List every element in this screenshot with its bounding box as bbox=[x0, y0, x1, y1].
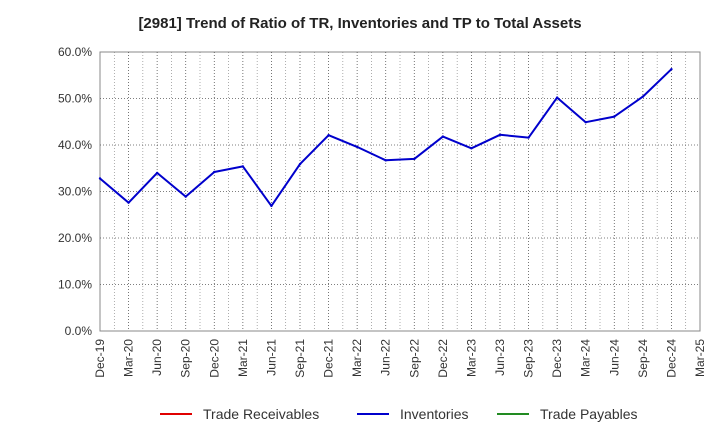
data-point bbox=[241, 165, 245, 168]
data-point bbox=[98, 177, 102, 180]
data-point bbox=[355, 145, 359, 149]
y-tick-label: 30.0% bbox=[58, 185, 92, 199]
x-tick-label: Dec-20 bbox=[207, 339, 221, 378]
data-point bbox=[298, 162, 302, 166]
legend-label: Trade Payables bbox=[540, 406, 638, 422]
data-point bbox=[384, 159, 387, 162]
y-tick-label: 0.0% bbox=[65, 324, 93, 338]
x-tick-label: Mar-23 bbox=[464, 339, 478, 377]
data-point bbox=[327, 134, 330, 137]
data-point bbox=[441, 135, 445, 138]
x-tick-label: Jun-24 bbox=[607, 339, 621, 376]
data-point bbox=[213, 170, 216, 174]
data-point bbox=[555, 96, 559, 99]
data-point bbox=[613, 115, 616, 118]
x-tick-label: Mar-20 bbox=[122, 339, 136, 377]
x-tick-label: Sep-21 bbox=[293, 339, 307, 378]
data-point bbox=[270, 204, 273, 208]
data-point bbox=[470, 147, 473, 150]
y-tick-label: 10.0% bbox=[58, 278, 92, 292]
x-tick-label: Jun-20 bbox=[150, 339, 164, 376]
data-point bbox=[670, 68, 673, 71]
x-tick-label: Sep-24 bbox=[636, 339, 650, 378]
y-tick-label: 40.0% bbox=[58, 138, 92, 152]
chart-title: [2981] Trend of Ratio of TR, Inventories… bbox=[138, 15, 582, 32]
data-point bbox=[155, 171, 159, 175]
x-tick-label: Dec-22 bbox=[436, 339, 450, 378]
data-point bbox=[498, 133, 502, 136]
x-tick-label: Jun-23 bbox=[493, 339, 507, 376]
x-tick-label: Jun-22 bbox=[379, 339, 393, 376]
legend-label: Trade Receivables bbox=[203, 406, 319, 422]
data-point bbox=[413, 157, 416, 161]
x-tick-label: Sep-22 bbox=[407, 339, 421, 378]
data-point bbox=[641, 95, 645, 98]
x-tick-label: Sep-23 bbox=[522, 339, 536, 378]
x-tick-label: Dec-19 bbox=[93, 339, 107, 378]
x-tick-label: Sep-20 bbox=[179, 339, 193, 378]
data-point bbox=[127, 201, 130, 204]
y-tick-label: 20.0% bbox=[58, 231, 92, 245]
x-tick-label: Dec-24 bbox=[664, 339, 678, 378]
x-tick-label: Jun-21 bbox=[264, 339, 278, 376]
x-tick-label: Dec-21 bbox=[322, 339, 336, 378]
x-tick-label: Dec-23 bbox=[550, 339, 564, 378]
x-tick-label: Mar-21 bbox=[236, 339, 250, 377]
data-point bbox=[584, 121, 587, 124]
y-tick-label: 50.0% bbox=[58, 92, 92, 106]
legend-label: Inventories bbox=[400, 406, 468, 422]
data-point bbox=[184, 195, 187, 198]
x-tick-label: Mar-24 bbox=[579, 339, 593, 377]
data-point bbox=[527, 136, 530, 139]
x-tick-label: Mar-25 bbox=[693, 339, 707, 377]
x-tick-label: Mar-22 bbox=[350, 339, 364, 377]
y-tick-label: 60.0% bbox=[58, 45, 92, 59]
